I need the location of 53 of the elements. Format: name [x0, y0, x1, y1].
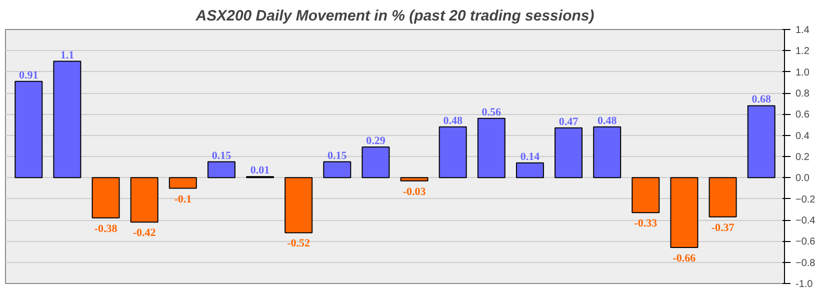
bar [632, 177, 660, 214]
data-label: 0.14 [520, 150, 540, 163]
y-tick-label: 1.2 [796, 46, 810, 58]
bar [708, 177, 737, 218]
y-tick-label: 0.6 [796, 110, 810, 121]
data-label: -0.66 [672, 252, 696, 265]
data-label: 1.1 [60, 49, 74, 62]
data-label: 0.68 [752, 94, 772, 106]
bar [92, 177, 120, 218]
bar [554, 127, 583, 178]
y-tick-label: −0.8 [796, 258, 816, 269]
y-tick-label: −0.6 [796, 236, 816, 248]
bar [516, 162, 544, 178]
bar [284, 177, 313, 234]
y-tick-label: 1.0 [796, 67, 810, 78]
data-label: -0.42 [132, 227, 156, 240]
data-label: 0.91 [19, 69, 38, 82]
data-label: -0.52 [287, 238, 311, 250]
bar [670, 177, 698, 248]
data-label: -0.03 [402, 186, 426, 198]
bar [400, 177, 428, 182]
bar [438, 126, 467, 178]
y-tick-label: −0.2 [796, 194, 816, 206]
data-label: 0.15 [212, 150, 232, 162]
data-label: 0.29 [366, 134, 386, 147]
bar [53, 60, 82, 178]
bar [747, 105, 776, 178]
data-label: -0.33 [634, 218, 658, 230]
y-tick-label: 0.8 [796, 88, 810, 100]
data-label: 0.48 [597, 114, 618, 127]
bar [207, 161, 236, 178]
bar [130, 177, 158, 223]
data-label: -0.1 [174, 193, 192, 206]
y-tick-label: 1.4 [796, 25, 810, 36]
bar [14, 80, 43, 178]
y-tick-label: 0.2 [796, 152, 810, 163]
y-tick-label: 0.0 [796, 173, 810, 184]
chart-title: ASX200 Daily Movement in % (past 20 trading sessions) [194, 8, 594, 24]
data-label: 0.56 [482, 106, 502, 118]
data-label: 0.01 [250, 164, 270, 177]
y-tick-label: −0.4 [796, 216, 816, 226]
data-label: 0.48 [443, 114, 463, 127]
bar [168, 177, 197, 189]
y-tick-label: -1.0 [796, 279, 814, 290]
bar [593, 126, 622, 178]
data-label: -0.37 [711, 222, 735, 234]
data-label: -0.38 [94, 222, 118, 235]
bar [362, 146, 390, 178]
data-label: 0.47 [558, 116, 579, 128]
bar [323, 161, 352, 178]
y-tick-label: 0.4 [796, 130, 810, 142]
bar [477, 118, 506, 178]
data-label: 0.15 [328, 150, 348, 162]
